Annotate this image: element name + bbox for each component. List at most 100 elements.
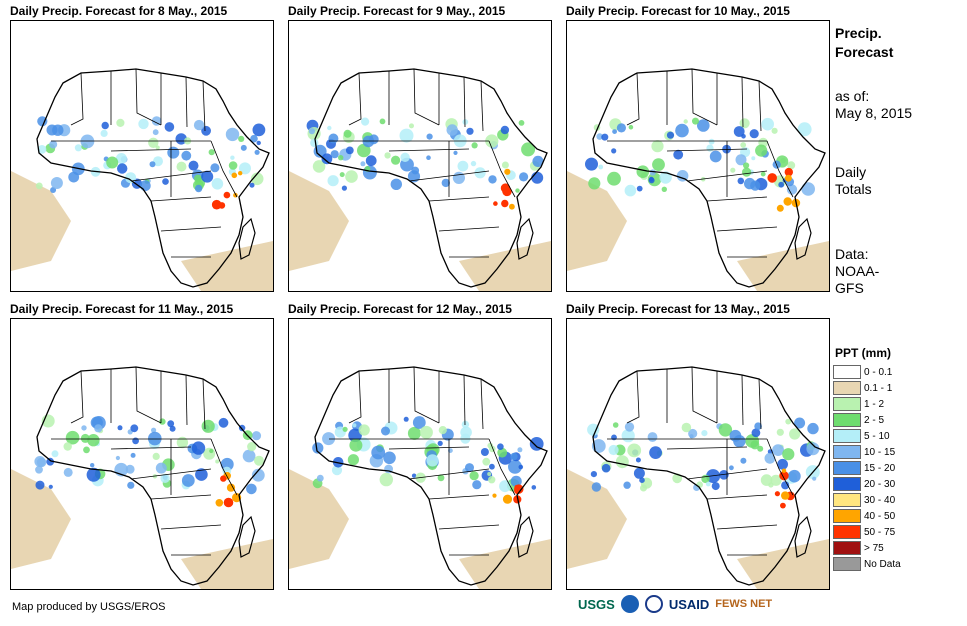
country-border <box>666 446 748 450</box>
precip-cell <box>225 127 240 142</box>
logo-strip: USGS USAID FEWS NET <box>578 595 772 613</box>
heavy-precip-cell <box>774 491 780 497</box>
precip-cell <box>782 448 795 461</box>
legend-swatch <box>833 477 861 491</box>
heavy-precip-cell <box>781 468 787 473</box>
precip-cell <box>242 449 256 463</box>
precip-cell <box>384 152 391 159</box>
precip-cell <box>132 437 139 445</box>
precip-cell <box>518 120 525 126</box>
country-border <box>438 226 500 232</box>
precip-cell <box>438 426 447 435</box>
heavy-precip-cell <box>502 494 513 504</box>
precip-cell <box>250 172 264 186</box>
heavy-precip-cell <box>218 202 226 209</box>
continent-outline <box>592 68 826 288</box>
precip-cell <box>474 167 486 179</box>
africa-map-graphic <box>11 68 273 291</box>
precip-cell <box>469 471 479 481</box>
country-border <box>185 374 188 426</box>
precip-cell <box>705 481 711 487</box>
country-border <box>428 494 490 500</box>
continent-outline <box>36 366 270 586</box>
precip-cell <box>733 126 745 137</box>
precip-cell <box>470 160 477 167</box>
precip-cell <box>175 133 187 145</box>
precip-cell <box>591 482 602 492</box>
dry-region <box>459 539 551 589</box>
precip-cell <box>218 417 229 428</box>
country-border <box>348 370 362 424</box>
precip-cell <box>308 128 315 135</box>
precip-cell <box>201 419 215 433</box>
precip-cell <box>419 425 433 439</box>
precip-cell <box>345 146 354 155</box>
precip-cell <box>601 133 609 141</box>
precip-cell <box>751 428 761 438</box>
precip-cell <box>228 161 238 170</box>
precip-cell <box>764 452 776 464</box>
legend-label: 15 - 20 <box>864 462 896 474</box>
precip-cell <box>322 432 336 446</box>
legend-item: 10 - 15 <box>833 444 901 460</box>
legend-label: > 75 <box>864 542 884 554</box>
precip-cell <box>749 129 759 139</box>
precip-cell <box>365 155 377 167</box>
precip-cell <box>770 474 782 486</box>
precip-cell <box>754 422 762 430</box>
precip-cell <box>343 129 352 138</box>
country-border <box>348 72 362 126</box>
precip-cell <box>148 137 159 148</box>
precip-cell <box>254 455 264 466</box>
precip-cell <box>125 464 135 474</box>
country-border <box>716 524 778 530</box>
precip-cell <box>777 458 788 470</box>
precip-cell <box>210 163 220 173</box>
legend-swatch <box>833 365 861 379</box>
precip-cell <box>360 161 366 167</box>
precip-cell <box>115 153 127 164</box>
precip-cell <box>697 119 710 132</box>
map-panel-4: Daily Precip. Forecast for 11 May., 2015 <box>10 302 274 592</box>
precip-cell <box>238 135 245 142</box>
precip-cell <box>357 143 371 158</box>
precip-cell <box>452 171 465 184</box>
precip-cell <box>611 148 617 154</box>
precip-cell <box>90 463 95 468</box>
country-border <box>706 494 768 500</box>
precip-cell <box>35 182 43 190</box>
precip-cell <box>361 117 370 126</box>
precip-cell <box>587 423 600 436</box>
precip-cell <box>35 480 45 490</box>
country-border <box>388 446 470 450</box>
precip-cell <box>529 437 544 451</box>
precip-cell <box>588 177 601 190</box>
precip-cell <box>46 457 55 466</box>
precip-cell <box>701 430 708 437</box>
country-border <box>626 370 640 424</box>
heavy-precip-cell <box>767 173 777 183</box>
precip-cell <box>130 424 139 433</box>
precip-cell <box>390 178 402 190</box>
precip-cell <box>437 440 443 446</box>
country-border <box>766 140 794 198</box>
precip-cell <box>252 123 266 137</box>
precip-cell <box>115 455 120 461</box>
precip-cell <box>249 182 255 188</box>
country-border <box>626 72 640 126</box>
usgs-logo: USGS <box>578 596 615 612</box>
precip-cell <box>130 452 136 458</box>
precip-cell <box>683 119 688 124</box>
precip-cell <box>590 471 597 478</box>
dry-region <box>289 171 349 271</box>
precip-cell <box>635 457 641 463</box>
fewsnet-logo: FEWS NET <box>715 598 773 610</box>
country-border <box>463 374 466 426</box>
country-border <box>160 226 222 232</box>
precip-cell <box>628 124 634 130</box>
precip-cell <box>480 448 489 456</box>
precip-cell <box>652 158 665 172</box>
precip-cell <box>352 423 357 428</box>
country-border <box>70 72 84 126</box>
legend-label: No Data <box>864 558 901 570</box>
